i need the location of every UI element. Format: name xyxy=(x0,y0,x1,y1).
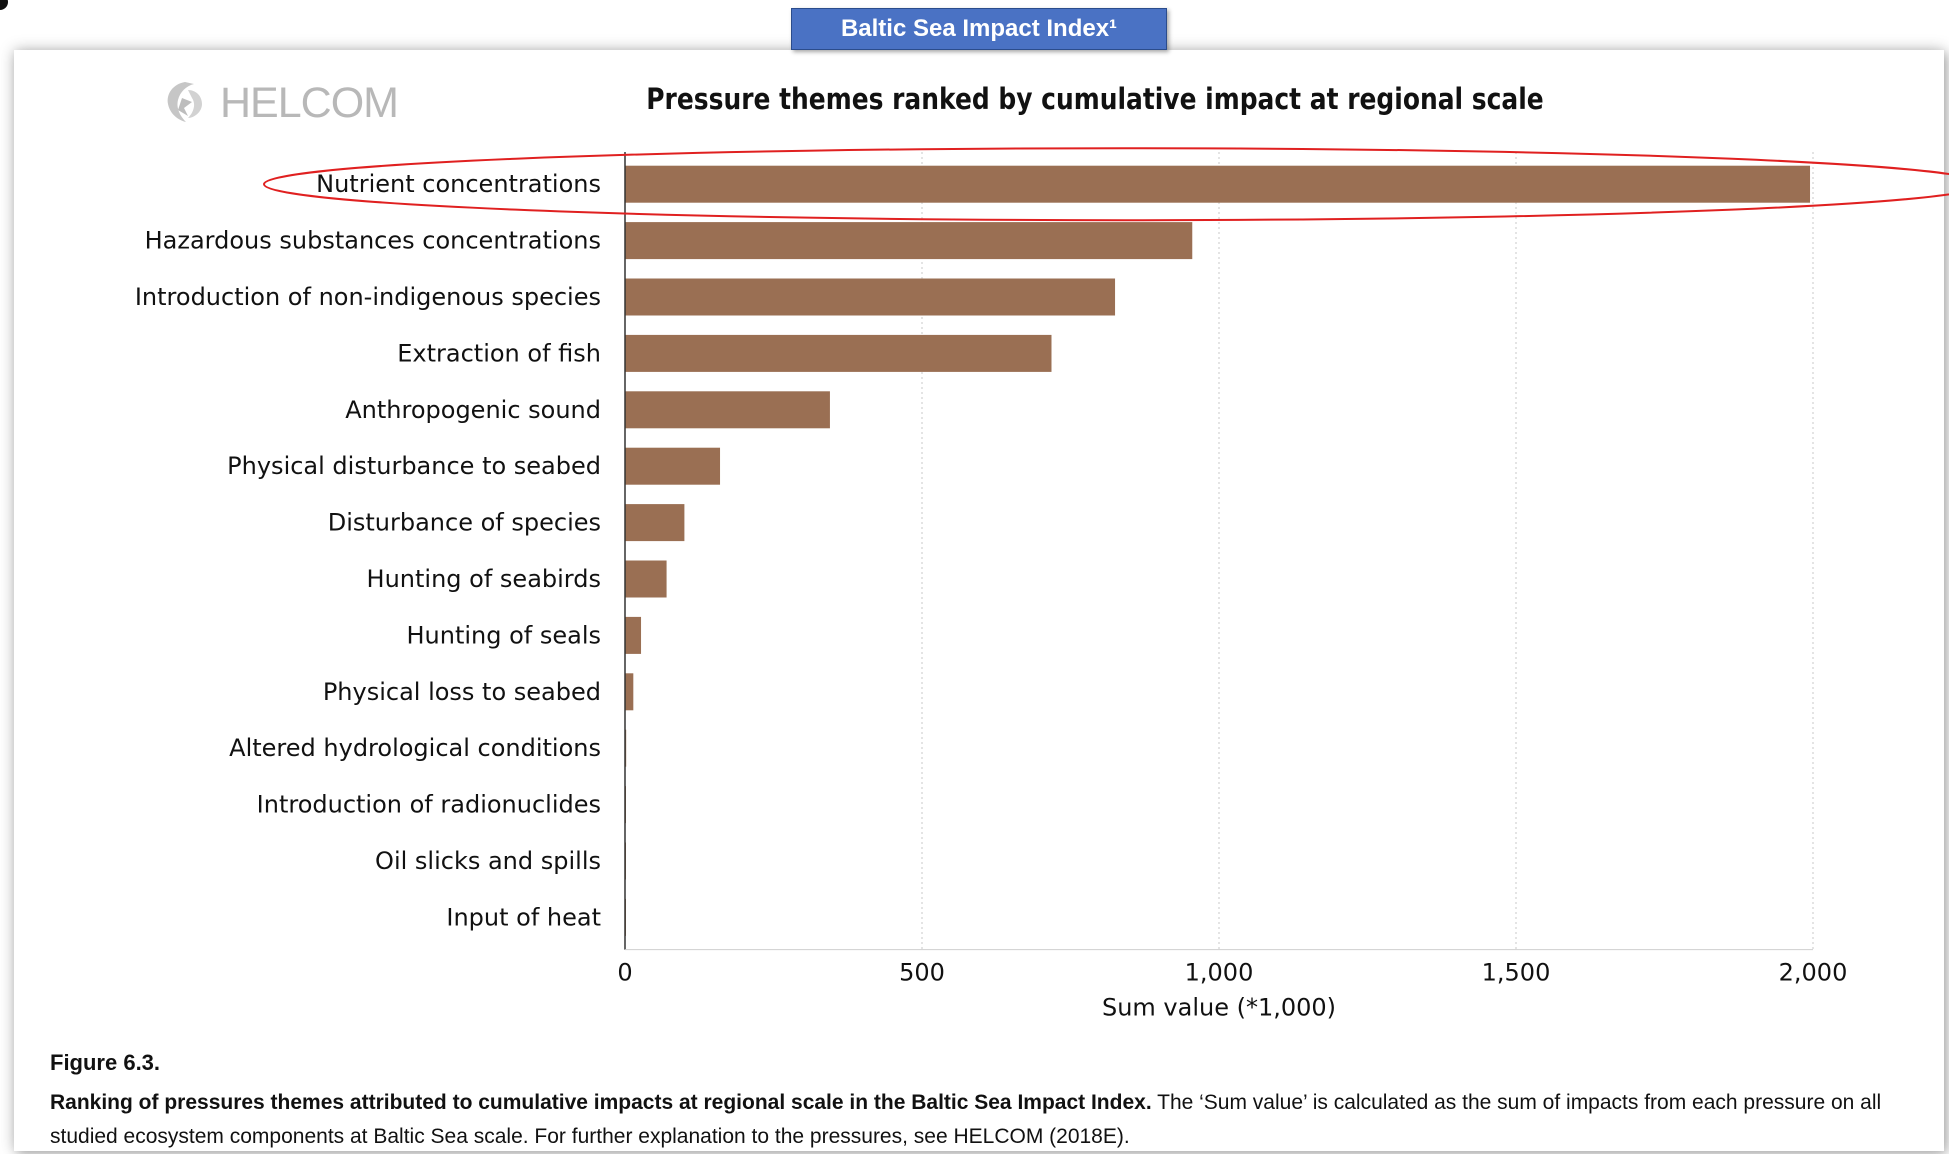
category-label: Anthropogenic sound xyxy=(345,396,601,424)
highlight-ellipse xyxy=(263,147,1949,222)
bar xyxy=(625,447,721,485)
bar xyxy=(625,334,1052,372)
caption-normal: The ‘Sum value’ is calculated as the sum… xyxy=(50,1091,1882,1148)
category-labels: Nutrient concentrations Hazardous substan… xyxy=(135,170,601,931)
bar xyxy=(625,560,667,598)
bar-chart: Nutrient concentrations Hazardous substan… xyxy=(135,147,1949,1022)
category-label: Hunting of seabirds xyxy=(367,565,601,593)
grid-lines xyxy=(921,152,1814,950)
helcom-logo: HELCOM xyxy=(158,78,399,128)
bar xyxy=(625,391,830,429)
category-label: Introduction of radionuclides xyxy=(257,791,601,819)
header-badge: Baltic Sea Impact Index¹ xyxy=(791,8,1167,50)
x-tick-label: 1,500 xyxy=(1482,959,1551,987)
category-label: Introduction of non-indigenous species xyxy=(135,283,601,311)
x-tick-label: 500 xyxy=(899,959,945,987)
logo-text: HELCOM xyxy=(220,78,399,127)
x-tick-label: 2,000 xyxy=(1779,959,1848,987)
bars xyxy=(625,165,1811,936)
bar xyxy=(625,616,642,654)
category-label: Nutrient concentrations xyxy=(316,170,601,198)
bar xyxy=(625,165,1811,203)
bar xyxy=(625,278,1116,316)
corner-dot-icon xyxy=(0,0,8,10)
category-label: Physical disturbance to seabed xyxy=(227,452,601,480)
category-label: Altered hydrological conditions xyxy=(229,734,601,762)
category-label: Input of heat xyxy=(446,903,601,931)
x-tick-label: 1,000 xyxy=(1185,959,1254,987)
figure-caption: Figure 6.3. Ranking of pressures themes … xyxy=(50,1050,1930,1154)
x-tick-labels: 0 500 1,000 1,500 2,000 xyxy=(617,959,1847,987)
category-label: Hunting of seals xyxy=(406,621,601,649)
figure-number: Figure 6.3. xyxy=(50,1050,161,1075)
bar xyxy=(625,222,1193,260)
category-label: Extraction of fish xyxy=(397,339,601,367)
x-axis-label: Sum value (*1,000) xyxy=(1102,994,1336,1022)
category-label: Hazardous substances concentrations xyxy=(145,227,601,255)
caption-bold: Ranking of pressures themes attributed t… xyxy=(50,1091,1152,1114)
chart-title: Pressure themes ranked by cumulative imp… xyxy=(646,82,1544,116)
bar xyxy=(625,673,634,711)
category-label: Oil slicks and spills xyxy=(375,847,601,875)
category-label: Physical loss to seabed xyxy=(323,678,601,706)
x-tick-label: 0 xyxy=(617,959,632,987)
helcom-logo-icon xyxy=(167,82,202,122)
category-label: Disturbance of species xyxy=(328,509,601,537)
figure-description: Ranking of pressures themes attributed t… xyxy=(50,1086,1930,1154)
bar xyxy=(625,504,685,542)
